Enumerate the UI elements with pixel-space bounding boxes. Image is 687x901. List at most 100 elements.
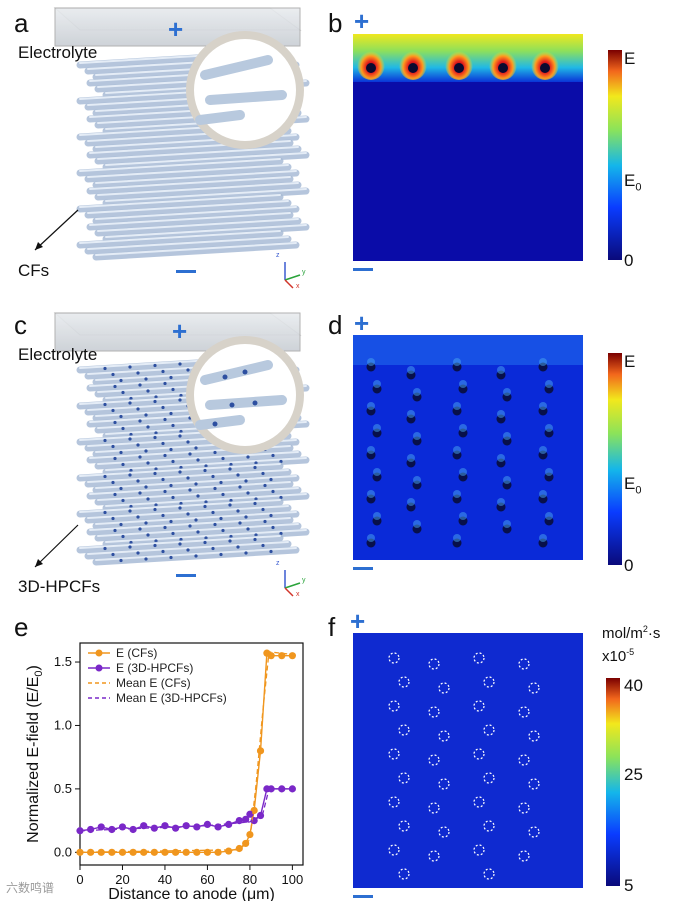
fiber [76,193,284,213]
data-point [140,848,148,856]
data-point [171,848,180,856]
efield-map-hpcfs [353,335,583,560]
flux-site [528,826,540,838]
flux-site [398,820,410,832]
data-point [76,848,84,856]
fiber [102,151,310,171]
data-point [203,820,212,829]
plot-frame [79,642,304,866]
legend-marker [95,664,103,672]
series-line [79,788,293,832]
axis-x-label: x [296,591,300,598]
data-point [242,815,250,823]
fiber [94,181,302,201]
data-point [161,848,169,856]
flux-site [518,706,530,718]
cathode-minus [176,574,196,577]
flux-site [438,826,450,838]
watermark: 六数鸣谱 [6,881,55,895]
efield-map-cfs [353,34,583,261]
cathode-minus [353,567,373,570]
colorbar-min: 0 [624,251,634,270]
colorbar-min: 0 [624,556,634,575]
axis-x-label: x [296,283,300,290]
panel-c-illustration [34,312,310,597]
flux-site [483,820,495,832]
cathode-minus [176,270,196,273]
data-point [171,824,180,832]
anode-plus: + [168,14,184,44]
flux-site [398,676,410,688]
fiber [92,205,300,225]
data-point [288,652,296,660]
data-point [235,844,243,853]
panel-f-letter: f [328,612,336,642]
flux-site [438,682,450,694]
legend-marker [95,649,103,657]
flux-site [388,844,400,856]
data-point [193,823,201,831]
flux-site [388,796,400,808]
flux-site [428,706,440,718]
x-tick-label: 40 [158,872,172,887]
series-line [79,651,293,853]
flux-site [473,748,485,760]
flux-site [518,802,530,814]
data-point [267,785,275,793]
colorbar-f [606,678,620,886]
data-point [256,747,265,755]
flux-site [428,658,440,670]
axis-z-label: z [276,560,280,567]
data-point [278,785,286,793]
flux-site [428,850,440,862]
colorbar-mid: E0 [624,474,642,497]
fiber [84,235,292,255]
efield-line-chart: 0 20 40 60 80 100 0.0 0.5 1.0 1.5 Distance to anod… [25,642,304,901]
x-tick-label: 100 [282,872,304,887]
colorbar-tick-25: 25 [624,765,643,784]
cathode-minus [353,268,373,271]
data-point [140,822,148,830]
flux-site [398,772,410,784]
y-tick-label: 0.5 [54,781,72,796]
panel-b-letter: b [328,8,343,38]
fiber [86,211,294,231]
hpcfs-label: 3D-HPCFs [18,577,101,596]
y-tick-label: 0.0 [54,844,72,859]
data-point [108,848,116,856]
flux-site [518,850,530,862]
fiber [76,229,284,249]
flux-site [398,868,410,880]
data-point [182,848,190,856]
legend-label: Mean E (3D-HPCFs) [116,691,227,705]
flux-site [483,868,495,880]
fiber [94,145,302,165]
flux-site [438,730,450,742]
fiber [76,157,284,177]
x-tick-label: 80 [243,872,257,887]
colorbar-max: E [624,352,636,371]
anode-plus: + [354,308,370,338]
flux-site [428,754,440,766]
flux-site [428,802,440,814]
axis-y-label: y [302,577,306,584]
flux-site [483,772,495,784]
flux-site [473,652,485,664]
fiber [102,187,310,207]
data-point [97,848,105,856]
flux-site [528,682,540,694]
fiber [84,163,292,183]
panel-d-letter: d [328,310,343,340]
panel-e-letter: e [14,612,29,642]
fiber [94,217,302,237]
axis-z-label: z [276,252,280,259]
data-point [108,825,116,834]
x-tick-label: 0 [76,872,83,887]
flux-site [473,796,485,808]
flux-site [473,844,485,856]
data-point [246,810,254,818]
data-point [129,825,137,834]
cfs-label: CFs [18,261,50,280]
anode-plus: + [354,6,370,36]
electrolyte-label: Electrolyte [18,43,98,62]
